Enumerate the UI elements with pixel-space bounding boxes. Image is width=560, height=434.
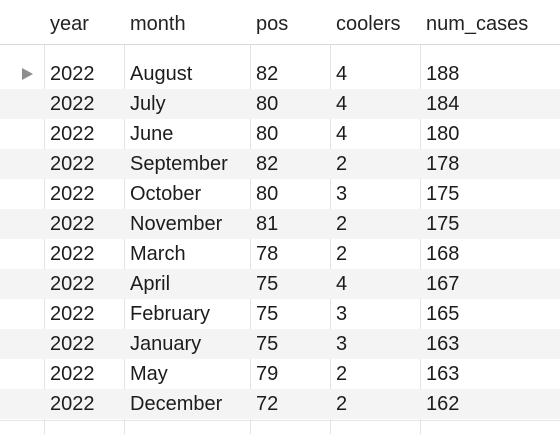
cell-num-cases[interactable]: 162 [426,393,460,415]
cell-year[interactable]: 2022 [50,63,95,85]
cell-coolers[interactable]: 2 [336,153,348,175]
cell-month[interactable]: May [130,363,168,385]
column-header-pos[interactable]: pos [256,13,289,35]
cell-num-cases[interactable]: 188 [426,63,460,85]
cell-year[interactable]: 2022 [50,393,95,415]
cell-pos[interactable]: 80 [256,183,279,205]
table-row[interactable]: 2022 April 75 4 167 [0,269,560,299]
cell-year[interactable]: 2022 [50,93,95,115]
cell-pos[interactable]: 75 [256,303,279,325]
cell-month[interactable]: November [130,213,223,235]
column-header-num-cases[interactable]: num_cases [426,13,529,35]
table-row[interactable]: 2022 October 80 3 175 [0,179,560,209]
row-gutter[interactable] [0,239,44,269]
cell-pos[interactable]: 79 [256,363,279,385]
cell-pos[interactable]: 81 [256,213,279,235]
cell-num-cases[interactable]: 165 [426,303,460,325]
cell-year[interactable]: 2022 [50,273,95,295]
cell-pos[interactable]: 72 [256,393,279,415]
cell-year[interactable]: 2022 [50,363,95,385]
row-gutter[interactable] [0,89,44,119]
cell-pos[interactable]: 80 [256,93,279,115]
cell-pos[interactable]: 75 [256,333,279,355]
column-header-coolers[interactable]: coolers [336,13,401,35]
table-row[interactable]: 2022 December 72 2 162 [0,389,560,419]
cell-year[interactable]: 2022 [50,183,95,205]
cell-coolers[interactable]: 3 [336,183,348,205]
cell-month[interactable]: March [130,243,186,265]
row-gutter[interactable] [0,59,44,89]
cell-num-cases[interactable]: 178 [426,153,460,175]
cell-year[interactable]: 2022 [50,333,95,355]
table-row[interactable]: 2022 July 80 4 184 [0,89,560,119]
table-bottom-divider [0,420,560,421]
table-row[interactable]: 2022 November 81 2 175 [0,209,560,239]
cell-year[interactable]: 2022 [50,153,95,175]
cell-num-cases[interactable]: 168 [426,243,460,265]
cell-coolers[interactable]: 4 [336,93,348,115]
cell-month[interactable]: August [130,63,193,85]
table-body: 2022 August 82 4 188 2022 July 80 4 184 2022 June 80… [0,59,560,419]
row-gutter[interactable] [0,389,44,419]
row-gutter[interactable] [0,269,44,299]
cell-month[interactable]: April [130,273,171,295]
cell-year[interactable]: 2022 [50,243,95,265]
cell-coolers[interactable]: 4 [336,123,348,145]
cell-coolers[interactable]: 2 [336,363,348,385]
table-row[interactable]: 2022 September 82 2 178 [0,149,560,179]
cell-year[interactable]: 2022 [50,213,95,235]
row-gutter[interactable] [0,149,44,179]
row-gutter[interactable] [0,299,44,329]
cell-num-cases[interactable]: 175 [426,213,460,235]
cell-month[interactable]: October [130,183,202,205]
cell-month[interactable]: January [130,333,202,355]
cell-year[interactable]: 2022 [50,123,95,145]
cell-num-cases[interactable]: 167 [426,273,460,295]
cell-coolers[interactable]: 2 [336,393,348,415]
cell-coolers[interactable]: 3 [336,303,348,325]
cell-num-cases[interactable]: 163 [426,333,460,355]
table-row[interactable]: 2022 March 78 2 168 [0,239,560,269]
cell-month[interactable]: February [130,303,211,325]
table-row[interactable]: 2022 January 75 3 163 [0,329,560,359]
row-gutter[interactable] [0,209,44,239]
table-row[interactable]: 2022 August 82 4 188 [0,59,560,89]
table-row[interactable]: 2022 June 80 4 180 [0,119,560,149]
column-header-year[interactable]: year [50,13,89,35]
current-row-marker-icon [22,68,33,80]
cell-num-cases[interactable]: 180 [426,123,460,145]
cell-year[interactable]: 2022 [50,303,95,325]
cell-month[interactable]: December [130,393,223,415]
cell-pos[interactable]: 80 [256,123,279,145]
column-header-month[interactable]: month [130,13,186,35]
cell-coolers[interactable]: 4 [336,273,348,295]
cell-pos[interactable]: 82 [256,63,279,85]
cell-month[interactable]: September [130,153,228,175]
cell-num-cases[interactable]: 163 [426,363,460,385]
table-header: year month pos coolers num_cases [0,0,560,45]
row-gutter[interactable] [0,119,44,149]
cell-pos[interactable]: 78 [256,243,279,265]
row-gutter[interactable] [0,359,44,389]
cell-pos[interactable]: 82 [256,153,279,175]
table-row[interactable]: 2022 May 79 2 163 [0,359,560,389]
cell-pos[interactable]: 75 [256,273,279,295]
cell-month[interactable]: June [130,123,174,145]
cell-num-cases[interactable]: 175 [426,183,460,205]
row-gutter[interactable] [0,179,44,209]
cell-coolers[interactable]: 3 [336,333,348,355]
table-row[interactable]: 2022 February 75 3 165 [0,299,560,329]
cell-coolers[interactable]: 2 [336,213,348,235]
cell-num-cases[interactable]: 184 [426,93,460,115]
cell-coolers[interactable]: 4 [336,63,348,85]
cell-month[interactable]: July [130,93,166,115]
cell-coolers[interactable]: 2 [336,243,348,265]
row-gutter[interactable] [0,329,44,359]
